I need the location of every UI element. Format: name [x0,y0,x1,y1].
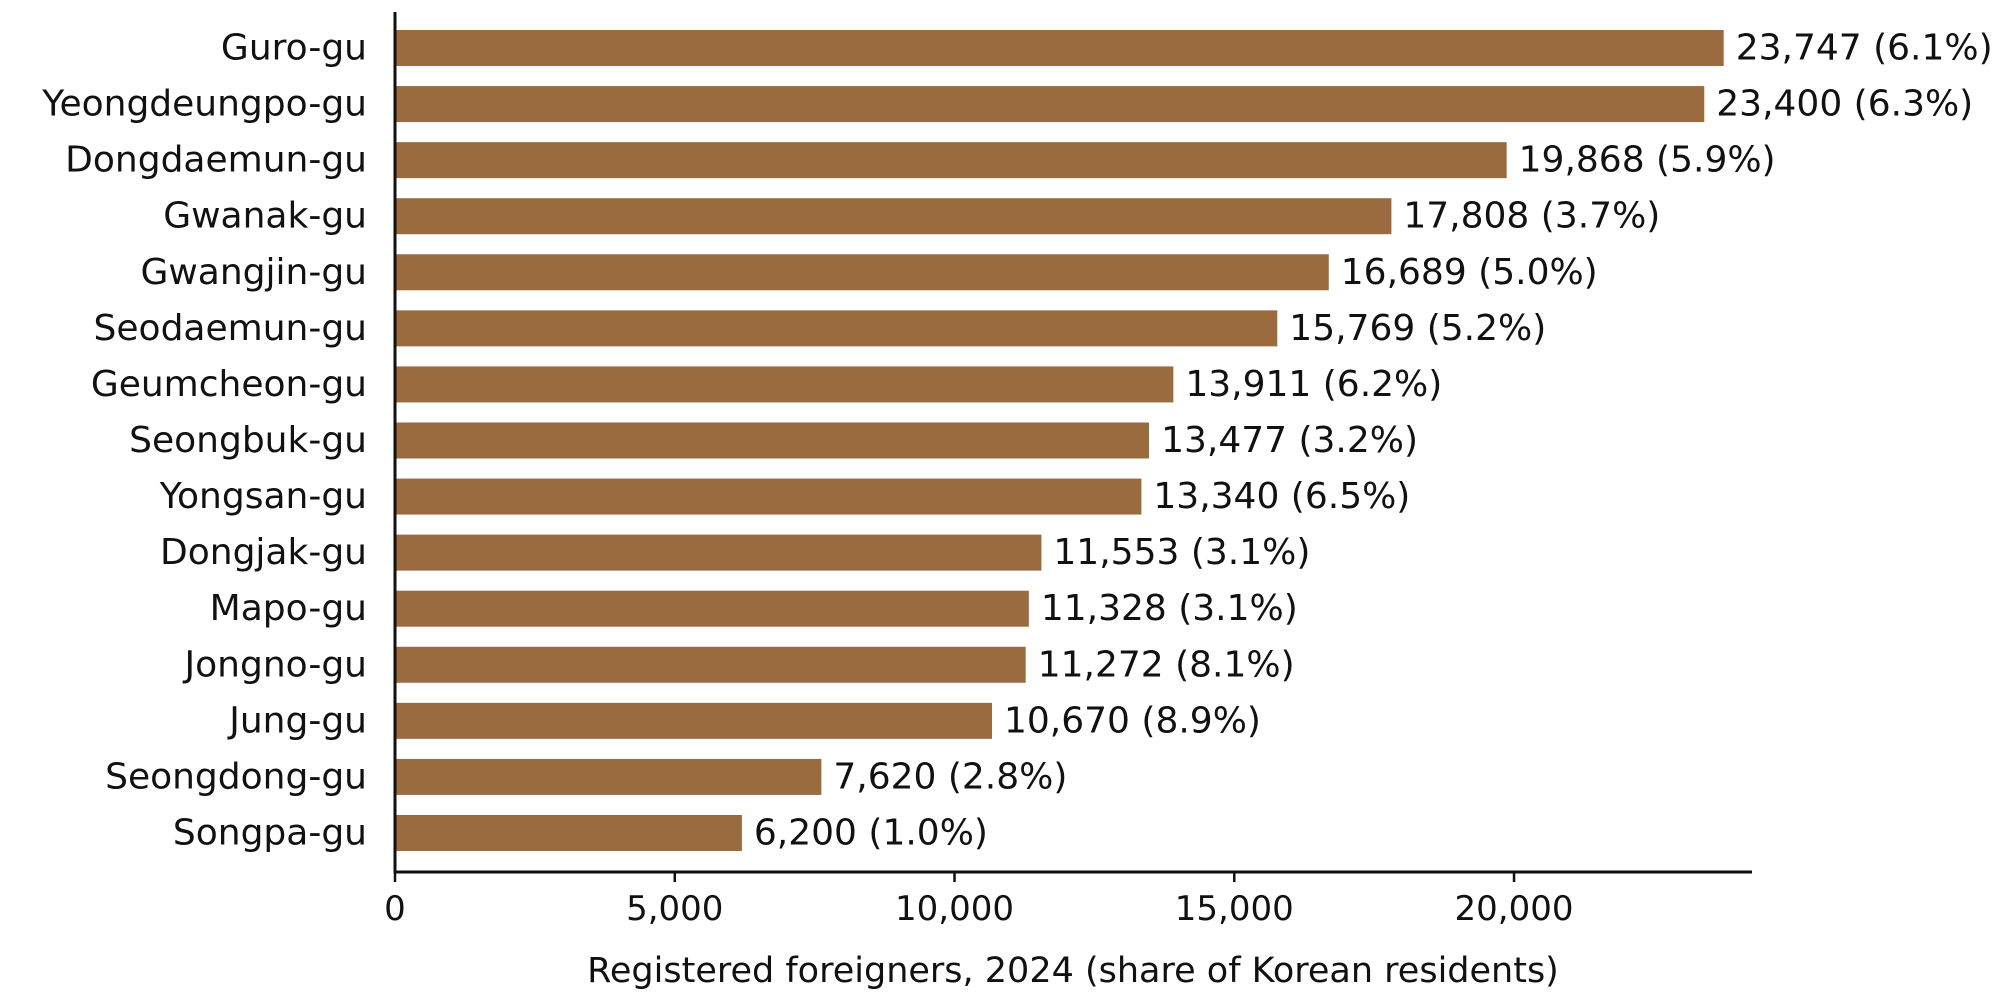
data-labels: 23,747 (6.1%) 23,400 (6.3%) 19,868 (5.9%) 1… [754,28,1993,854]
x-tick-label: 20,000 [1455,889,1574,929]
x-axis-title: Registered foreigners, 2024 (share of Ko… [587,951,1559,991]
bar [395,310,1278,347]
category-label: Gwangjin-gu [140,252,367,293]
category-label: Seongbuk-gu [129,420,367,461]
category-label: Gwanak-gu [163,196,367,237]
x-tick-label: 5,000 [626,889,723,929]
category-label: Jongno-gu [183,644,367,685]
category-label: Mapo-gu [210,588,367,629]
data-label: 19,868 (5.9%) [1519,140,1776,181]
bar [395,86,1705,123]
category-labels: Guro-gu Yeongdeungpo-gu Dongdaemun-gu Gwana… [41,28,367,854]
x-tick-label: 15,000 [1175,889,1294,929]
bar [395,758,822,795]
x-tick-label: 10,000 [895,889,1014,929]
bar [395,702,993,739]
bar [395,590,1029,627]
bar [395,198,1392,235]
category-label: Yeongdeungpo-gu [41,84,367,125]
bar [395,422,1150,459]
data-label: 17,808 (3.7%) [1403,196,1660,237]
data-label: 13,911 (6.2%) [1185,364,1442,405]
data-label: 15,769 (5.2%) [1289,308,1546,349]
data-label: 10,670 (8.9%) [1004,700,1261,741]
bar [395,366,1174,403]
bar [395,646,1026,683]
bar [395,30,1724,66]
data-label: 13,477 (3.2%) [1161,420,1418,461]
data-label: 7,620 (2.8%) [833,756,1067,797]
data-label: 11,553 (3.1%) [1053,532,1310,573]
data-label: 11,328 (3.1%) [1041,588,1298,629]
data-label: 16,689 (5.0%) [1341,252,1598,293]
category-label: Seodaemun-gu [94,308,367,349]
x-tick-label: 0 [384,889,406,929]
data-label: 11,272 (8.1%) [1038,644,1295,685]
data-label: 6,200 (1.0%) [754,812,988,853]
bar [395,142,1507,179]
bar [395,254,1329,291]
category-label: Jung-gu [227,700,367,741]
category-label: Songpa-gu [173,812,367,853]
category-label: Dongjak-gu [160,532,367,573]
x-axis-ticks: 0 5,000 10,000 15,000 20,000 [384,872,1574,929]
category-label: Guro-gu [221,28,367,69]
category-label: Dongdaemun-gu [65,140,367,181]
data-label: 23,400 (6.3%) [1716,84,1973,125]
data-label: 23,747 (6.1%) [1736,28,1993,69]
bar [395,814,742,851]
category-label: Yongsan-gu [159,476,367,517]
category-label: Seongdong-gu [105,756,367,797]
bars [395,30,1724,851]
data-label: 13,340 (6.5%) [1153,476,1410,517]
bar [395,478,1142,515]
category-label: Geumcheon-gu [91,364,367,405]
bar [395,534,1042,571]
